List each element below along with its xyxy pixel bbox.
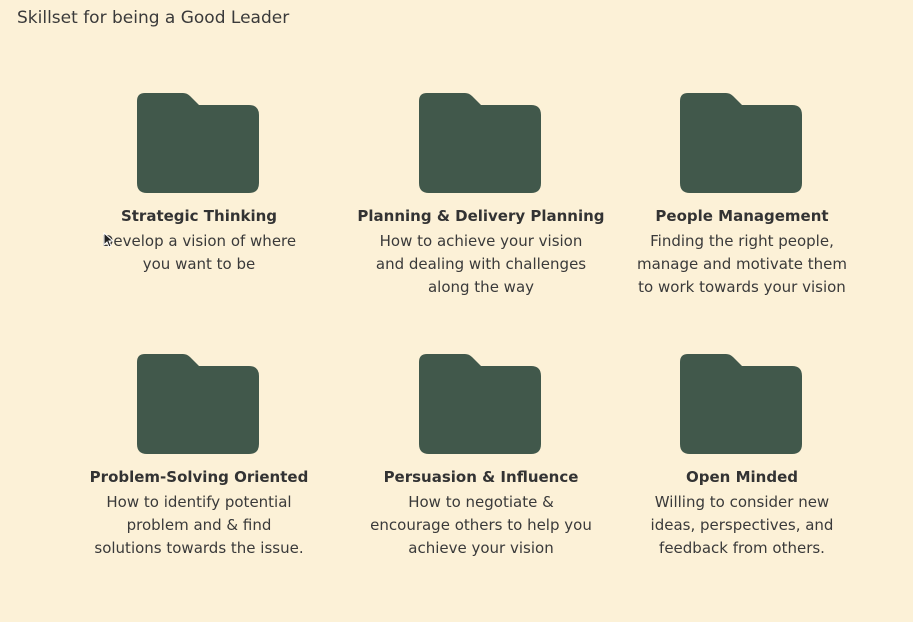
card-people-management[interactable]: People Management Finding the right peop… [617,93,867,299]
folder-icon[interactable] [419,93,543,193]
card-title: Strategic Thinking [120,207,278,225]
card-description: How to identify potential problem and & … [94,493,304,557]
card-title: Persuasion & Influence [383,468,579,486]
folder-icon[interactable] [137,93,261,193]
card-description: How to negotiate & encourage others to h… [370,493,592,557]
card-persuasion-influence[interactable]: Persuasion & Influence How to negotiate … [356,354,606,560]
card-title: Problem-Solving Oriented [89,468,309,486]
card-open-minded[interactable]: Open Minded Willing to consider new idea… [617,354,867,560]
folder-icon[interactable] [137,354,261,454]
card-description: How to achieve your vision and dealing w… [375,232,587,296]
card-planning-delivery[interactable]: Planning & Delivery Planning How to achi… [356,93,606,299]
page-title: Skillset for being a Good Leader [17,8,290,28]
card-strategic-thinking[interactable]: Strategic Thinking Develop a vision of w… [74,93,324,276]
folder-icon[interactable] [680,93,804,193]
card-problem-solving[interactable]: Problem-Solving Oriented How to identify… [74,354,324,560]
folder-icon[interactable] [419,354,543,454]
card-title: Planning & Delivery Planning [357,207,605,225]
card-title: Open Minded [686,468,798,486]
card-description: Willing to consider new ideas, perspecti… [650,493,834,557]
mouse-cursor-icon [103,232,115,248]
card-title: People Management [655,207,829,225]
card-description: Finding the right people, manage and mot… [636,232,848,296]
card-description: Develop a vision of where you want to be [101,232,297,273]
folder-icon[interactable] [680,354,804,454]
